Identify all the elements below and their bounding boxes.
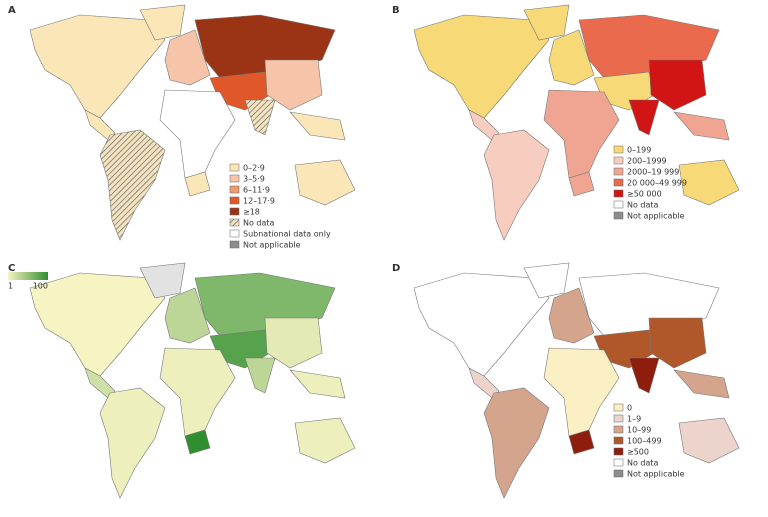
- colorbar: [8, 272, 48, 280]
- legend-label: ≥50 000: [627, 190, 662, 199]
- legend-swatch: [613, 436, 624, 445]
- region: [139, 262, 186, 299]
- region: [99, 129, 166, 241]
- colorbar-min: 1: [8, 282, 13, 291]
- legend-swatch: [229, 163, 240, 172]
- legend-swatch: [613, 167, 624, 176]
- legend-label: 0–199: [627, 146, 651, 155]
- region: [289, 111, 346, 141]
- legend-swatch: [613, 403, 624, 412]
- region: [294, 417, 356, 464]
- legend-label: ≥18: [243, 208, 260, 217]
- legend-swatch: [229, 218, 240, 227]
- legend-swatch: [613, 414, 624, 423]
- legend-swatch: [613, 178, 624, 187]
- legend-label: 12–17·9: [243, 197, 275, 206]
- region: [184, 171, 211, 197]
- region: [673, 369, 730, 399]
- region: [673, 111, 730, 141]
- panel-label: C: [8, 263, 15, 274]
- legend-swatch: [229, 229, 240, 238]
- region: [29, 272, 166, 377]
- panel-label: D: [392, 263, 400, 274]
- legend-label: 6–11·9: [243, 186, 270, 195]
- region: [678, 417, 740, 464]
- legend-label: 200–1999: [627, 157, 667, 166]
- region: [264, 59, 323, 111]
- region: [628, 357, 660, 394]
- legend-swatch: [229, 207, 240, 216]
- legend-swatch: [229, 174, 240, 183]
- region: [648, 317, 707, 369]
- region: [99, 387, 166, 499]
- region: [548, 287, 595, 344]
- legend-swatch: [229, 185, 240, 194]
- region: [139, 4, 186, 41]
- map-panel: C 1 100: [8, 262, 356, 499]
- region: [648, 59, 707, 111]
- region: [483, 129, 550, 241]
- region: [548, 29, 595, 86]
- legend-label: 20 000–49 999: [627, 179, 687, 188]
- legend-label: 0–2·9: [243, 164, 265, 173]
- legend-label: No data: [627, 459, 659, 468]
- legend-label: ≥500: [627, 448, 649, 457]
- legend-swatch: [613, 469, 624, 478]
- region: [159, 89, 236, 179]
- legend-swatch: [613, 458, 624, 467]
- region: [164, 29, 211, 86]
- region: [29, 14, 166, 119]
- legend-label: 100–499: [627, 437, 662, 446]
- legend-label: No data: [627, 201, 659, 210]
- region: [159, 347, 236, 437]
- region: [184, 429, 211, 455]
- colorbar-max: 100: [33, 282, 48, 291]
- region: [543, 89, 620, 179]
- legend-swatch: [613, 145, 624, 154]
- legend-swatch: [229, 240, 240, 249]
- region: [289, 369, 346, 399]
- map-panel: B 0–199 200–1999 2000–19 999 20 000–49 999 ≥5…: [392, 4, 740, 241]
- legend-label: Not applicable: [627, 470, 685, 479]
- region: [483, 387, 550, 499]
- legend-swatch: [229, 196, 240, 205]
- legend-label: 1–9: [627, 415, 641, 424]
- region: [628, 99, 660, 136]
- map-panel: A 0–2·9 3–5·9 6–11·9 12–17·9 ≥18 No data Subnat…: [8, 4, 356, 250]
- region: [523, 262, 570, 299]
- legend-swatch: [613, 200, 624, 209]
- legend-label: 0: [627, 404, 632, 413]
- region: [568, 171, 595, 197]
- legend-swatch: [613, 156, 624, 165]
- panel-label: B: [392, 5, 400, 16]
- map-panel: D 0 1–9 10–99 100–499 ≥500 No data Not applicab…: [392, 262, 740, 499]
- legend-label: Not applicable: [627, 212, 685, 221]
- region: [543, 347, 620, 437]
- region: [568, 429, 595, 455]
- region: [523, 4, 570, 41]
- region: [413, 272, 550, 377]
- legend-label: 10–99: [627, 426, 651, 435]
- region: [164, 287, 211, 344]
- legend-label: Subnational data only: [243, 230, 331, 239]
- region: [413, 14, 550, 119]
- region: [678, 159, 740, 206]
- region: [244, 99, 276, 136]
- legend-label: No data: [243, 219, 275, 228]
- region: [294, 159, 356, 206]
- legend-swatch: [613, 189, 624, 198]
- legend-label: 3–5·9: [243, 175, 265, 184]
- region: [244, 357, 276, 394]
- legend-label: 2000–19 999: [627, 168, 679, 177]
- panel-label: A: [8, 5, 16, 16]
- legend-swatch: [613, 425, 624, 434]
- region: [264, 317, 323, 369]
- legend-label: Not applicable: [243, 241, 301, 250]
- legend-swatch: [613, 447, 624, 456]
- legend-swatch: [613, 211, 624, 220]
